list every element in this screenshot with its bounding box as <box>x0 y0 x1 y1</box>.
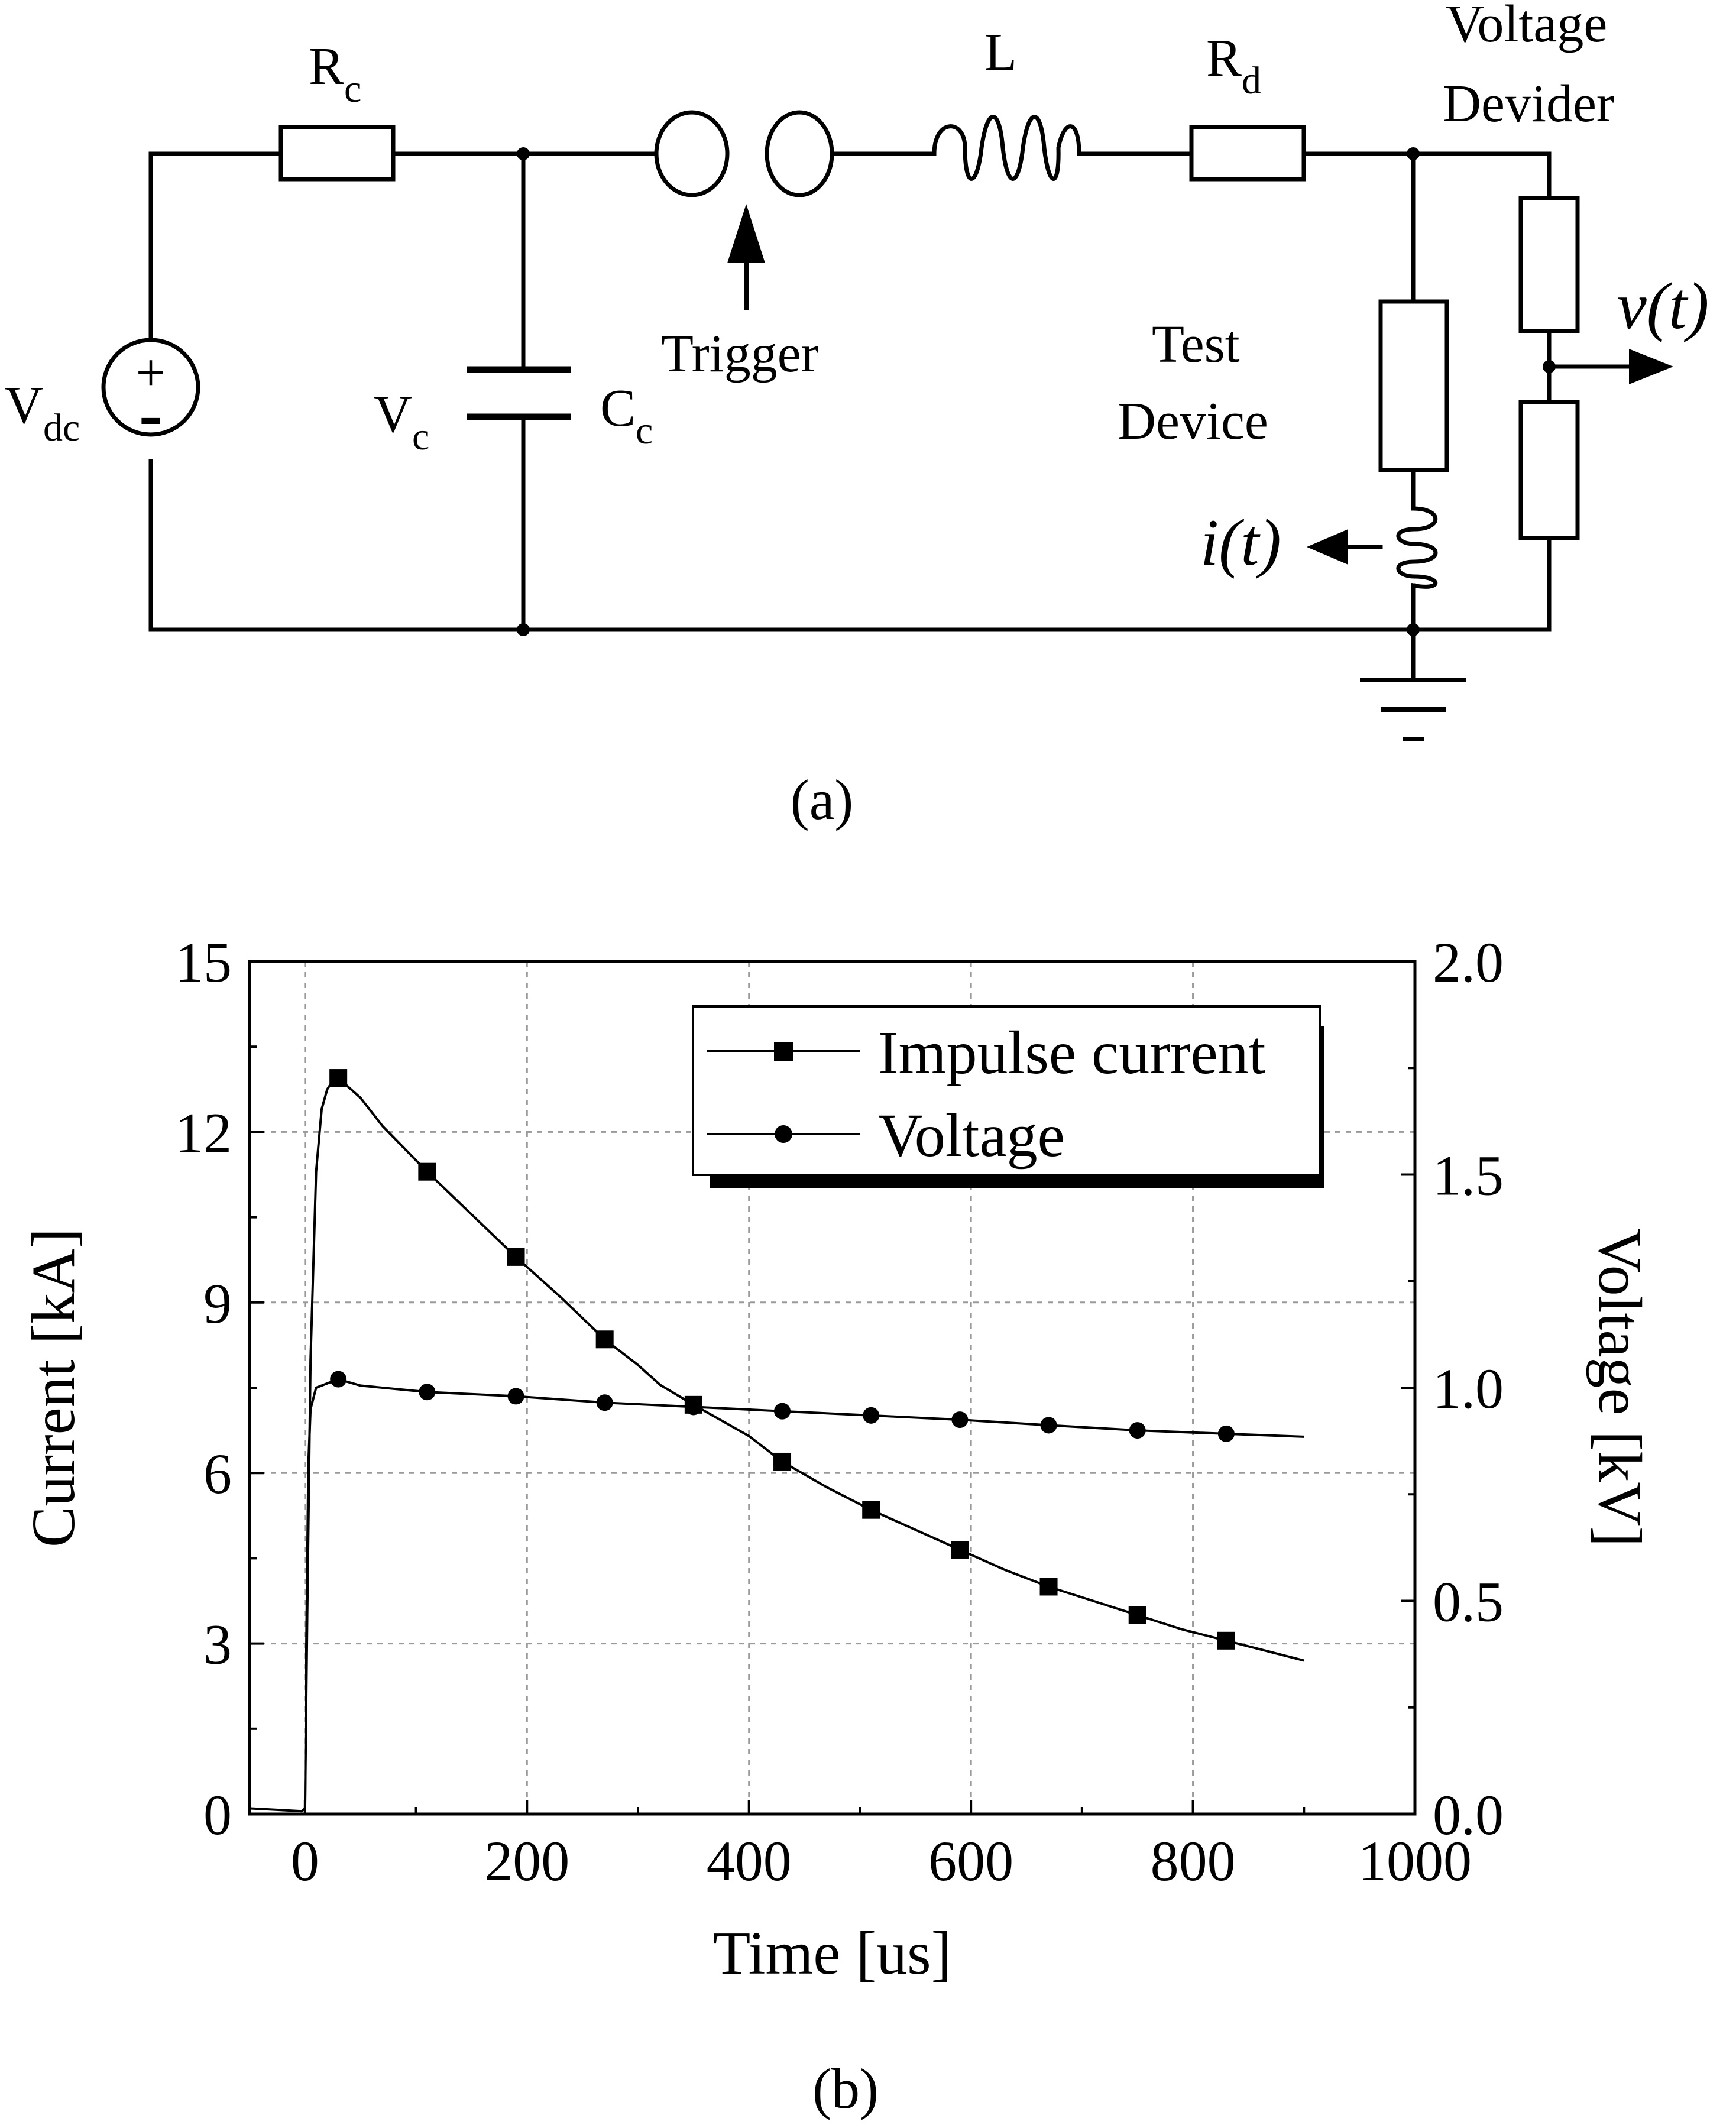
test-device-resistor <box>1378 299 1449 472</box>
divider-resistor-bottom <box>1518 400 1580 540</box>
marker-current <box>1217 1631 1235 1650</box>
label-test-device-line2: Device <box>1118 392 1268 451</box>
dc-voltage-source: + - <box>101 338 200 453</box>
y-tick-label: 3 <box>203 1613 232 1676</box>
label-test-device-line1: Test <box>1152 315 1240 374</box>
chart-series <box>249 1069 1304 1815</box>
resistor-rd <box>1189 125 1306 182</box>
marker-voltage <box>685 1398 702 1416</box>
label-vdc: Vdc <box>5 376 80 449</box>
divider-resistor-top <box>1518 196 1580 333</box>
y-tick-label: 12 <box>175 1101 232 1164</box>
chart: 0 200 400 600 800 1000 0 3 6 9 12 15 0.0 0.5 1.0 1.5 2.0… <box>20 931 1654 2120</box>
y-axis-label: Current [kA] <box>20 1228 88 1547</box>
x-axis-label: Time [us] <box>713 1919 952 1987</box>
y-tick-label: 6 <box>203 1442 232 1505</box>
x-tick-label: 200 <box>484 1829 569 1893</box>
marker-voltage <box>863 1407 880 1424</box>
marker-voltage <box>1129 1422 1146 1439</box>
marker-voltage <box>1040 1417 1057 1434</box>
i-t-arrow <box>1307 529 1348 565</box>
source-minus-sign: - <box>139 374 163 453</box>
y2-tick-label: 1.0 <box>1433 1357 1504 1420</box>
trigger-arrow <box>727 204 765 263</box>
marker-voltage <box>419 1384 436 1401</box>
v-t-arrow <box>1629 349 1673 384</box>
marker-current <box>773 1452 792 1471</box>
inductor-l <box>932 115 1081 181</box>
marker-current <box>1128 1606 1146 1624</box>
label-i-t: i(t) <box>1200 506 1281 579</box>
series-line-voltage <box>303 1378 1304 1815</box>
y2-tick-label: 1.5 <box>1433 1144 1504 1207</box>
caption-a: (a) <box>791 768 854 831</box>
x-tick-label: 600 <box>928 1829 1013 1893</box>
label-voltage-divider-line2: Devider <box>1443 75 1614 133</box>
chart-legend: Impulse current Voltage <box>692 1005 1324 1188</box>
marker-voltage <box>951 1411 969 1429</box>
current-probe-coil <box>1396 506 1438 589</box>
y2-tick-label: 0.5 <box>1433 1570 1504 1634</box>
marker-current <box>1039 1578 1058 1596</box>
marker-voltage <box>507 1388 524 1405</box>
x-tick-label: 0 <box>291 1829 319 1893</box>
marker-current <box>507 1248 525 1266</box>
marker-current <box>595 1330 614 1349</box>
y-tick-label: 15 <box>175 931 232 994</box>
label-vc: Vc <box>374 385 429 458</box>
source-plus-sign: + <box>136 344 166 402</box>
label-rd: Rd <box>1206 29 1261 102</box>
y2-tick-label: 0.0 <box>1433 1783 1504 1847</box>
caption-b: (b) <box>812 2057 879 2120</box>
capacitor-cc <box>467 366 571 420</box>
label-v-t: v(t) <box>1617 270 1709 343</box>
resistor-rc <box>278 125 396 182</box>
x-tick-label: 800 <box>1151 1829 1236 1893</box>
spark-gap <box>654 110 834 310</box>
marker-current <box>418 1162 436 1181</box>
marker-current <box>951 1540 969 1559</box>
legend-marker-circle <box>775 1125 792 1143</box>
x-tick-label: 1000 <box>1358 1829 1472 1893</box>
label-cc: Cc <box>600 379 653 452</box>
marker-voltage <box>1217 1425 1235 1442</box>
chart-ticks: 0 200 400 600 800 1000 0 3 6 9 12 15 0.0 0.5 1.0 1.5 2.0 <box>175 931 1504 1893</box>
y2-axis-label: Voltage [kV] <box>1586 1229 1654 1547</box>
marker-voltage <box>330 1371 347 1388</box>
marker-voltage <box>774 1403 791 1420</box>
label-rc: Rc <box>309 37 361 111</box>
label-voltage-divider-line1: Voltage <box>1446 0 1607 53</box>
legend-box <box>692 1005 1321 1176</box>
junction-dots <box>517 147 1556 636</box>
x-tick-label: 400 <box>707 1829 792 1893</box>
legend-label-current: Impulse current <box>878 1019 1266 1087</box>
marker-voltage <box>596 1394 613 1411</box>
marker-current <box>862 1501 880 1519</box>
circuit-diagram: + - <box>5 0 1709 831</box>
label-trigger: Trigger <box>661 325 819 383</box>
ground-symbol <box>1360 678 1466 741</box>
y-tick-label: 0 <box>203 1783 232 1847</box>
marker-current <box>329 1069 348 1087</box>
y-tick-label: 9 <box>203 1272 232 1335</box>
legend-label-voltage: Voltage <box>878 1102 1065 1170</box>
label-l: L <box>984 23 1017 82</box>
legend-marker-square <box>774 1042 793 1061</box>
y2-tick-label: 2.0 <box>1433 931 1504 994</box>
